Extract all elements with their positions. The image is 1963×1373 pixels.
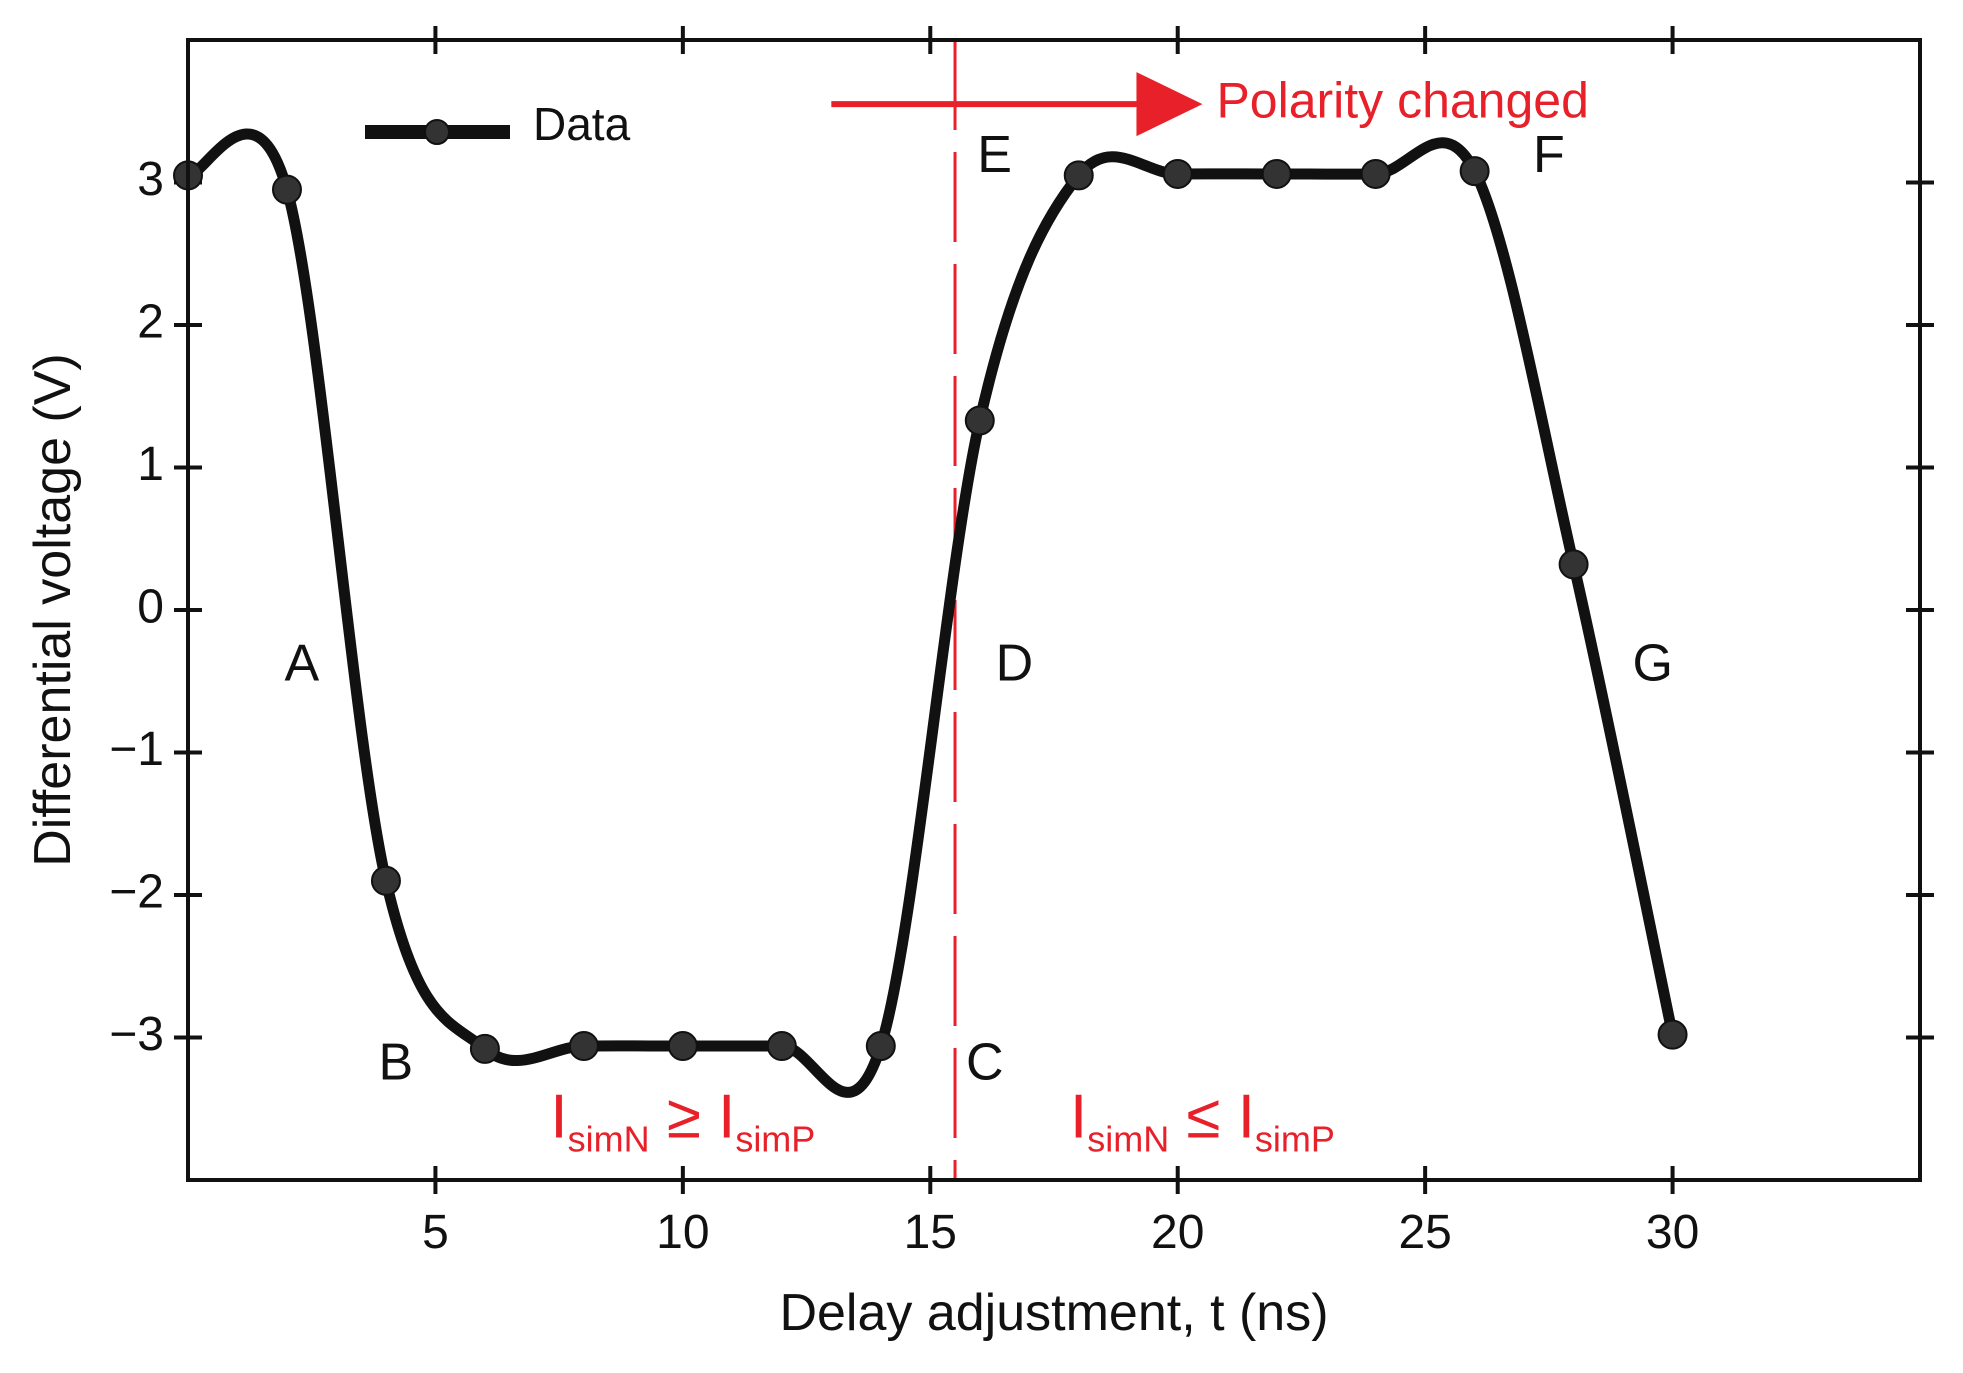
point-label-A: A [284, 635, 319, 693]
point-label-D: D [996, 635, 1034, 693]
region-left-label: IsimN ≥ IsimP [550, 1082, 815, 1159]
region-left-label-part: simP [735, 1118, 815, 1159]
data-point [1360, 158, 1391, 189]
legend-marker-icon [424, 119, 450, 145]
x-tick-label: 20 [1151, 1206, 1204, 1259]
polarity-arrow-head-icon [1136, 72, 1203, 137]
x-tick-label: 30 [1646, 1206, 1699, 1259]
data-point [469, 1033, 500, 1064]
data-point [1657, 1019, 1688, 1050]
y-tick-label: 0 [137, 581, 164, 634]
data-point [1558, 549, 1589, 580]
point-label-C: C [966, 1034, 1004, 1092]
point-label-B: B [378, 1034, 413, 1092]
point-label-G: G [1633, 635, 1673, 693]
series-group [173, 128, 1688, 1098]
data-point [667, 1031, 698, 1062]
x-tick-label: 5 [422, 1206, 449, 1259]
y-tick-label: −3 [109, 1008, 164, 1061]
point-label-E: E [977, 126, 1012, 184]
data-point [568, 1031, 599, 1062]
point-label-F: F [1533, 126, 1565, 184]
data-point [964, 405, 995, 436]
plot-frame [186, 38, 1922, 1182]
polarity-label: Polarity changed [1216, 72, 1588, 128]
x-tick-label: 15 [904, 1206, 957, 1259]
y-tick-label: −1 [109, 723, 164, 776]
y-tick-label: 1 [137, 438, 164, 491]
data-point [865, 1031, 896, 1062]
legend: Data [365, 98, 631, 150]
region-left-label-part: ≥ [650, 1082, 718, 1151]
data-point [1162, 158, 1193, 189]
region-right-label-part: simN [1087, 1118, 1169, 1159]
region-right-label-part: I [1070, 1082, 1087, 1151]
region-right-label-part: I [1238, 1082, 1255, 1151]
region-left-label-part: I [550, 1082, 567, 1151]
data-point [271, 174, 302, 205]
y-axis-label: Differential voltage (V) [24, 353, 82, 867]
region-right-label-part: ≤ [1169, 1082, 1237, 1151]
y-tick-label: −2 [109, 866, 164, 919]
x-tick-label: 25 [1398, 1206, 1451, 1259]
data-point [1063, 160, 1094, 191]
region-left-label-part: simN [568, 1118, 650, 1159]
region-left-label-part: I [718, 1082, 735, 1151]
point-labels-group: A B C D E F G [284, 126, 1673, 1092]
series-line-data [182, 128, 1679, 1098]
data-point [766, 1031, 797, 1062]
legend-label: Data [533, 98, 631, 150]
region-right-label-part: simP [1255, 1118, 1335, 1159]
data-point [370, 865, 401, 896]
y-tick-label: 2 [137, 296, 164, 349]
data-point [1261, 158, 1292, 189]
x-axis-label: Delay adjustment, t (ns) [779, 1284, 1328, 1342]
x-tick-label: 10 [656, 1206, 709, 1259]
data-point [1459, 156, 1490, 187]
region-right-label: IsimN ≤ IsimP [1070, 1082, 1335, 1159]
y-tick-label: 3 [137, 153, 164, 206]
